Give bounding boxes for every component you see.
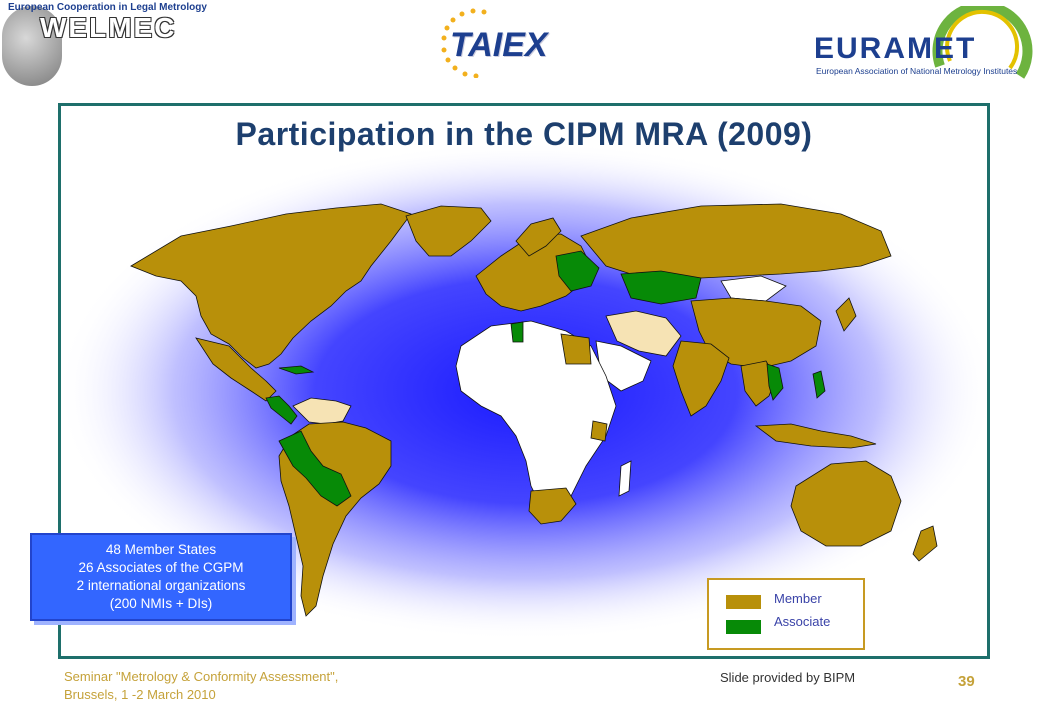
region-philippines <box>812 370 826 399</box>
euramet-arc-icon <box>932 6 1033 79</box>
taiex-logo: TAIEX <box>430 8 550 78</box>
page-number: 39 <box>958 673 975 690</box>
summary-line-member-states: 48 Member States <box>105 542 217 557</box>
taiex-wordmark: TAIEX <box>450 26 548 64</box>
legend-swatch-member <box>726 595 761 609</box>
euramet-wordmark: EURAMET <box>814 32 977 65</box>
slide-title: Participation in the CIPM MRA (2009) <box>235 116 813 152</box>
region-kenya <box>590 420 608 442</box>
region-vietnam-associate <box>766 363 784 401</box>
legend-swatch-associate <box>726 620 761 634</box>
world-map <box>61 141 987 641</box>
region-caribbean <box>278 365 315 375</box>
taiex-stars-icon <box>441 8 487 78</box>
summary-box: 48 Member States 26 Associates of the CG… <box>30 533 292 621</box>
welmec-emblem-icon <box>2 6 62 86</box>
region-mongolia <box>720 275 787 302</box>
region-kazakhstan <box>620 270 702 305</box>
euramet-subtitle: European Association of National Metrolo… <box>816 66 1018 76</box>
welmec-logo: European Cooperation in Legal Metrology … <box>0 0 215 92</box>
region-greenland <box>405 205 492 257</box>
region-andean-associates <box>278 430 352 507</box>
region-india <box>672 340 730 417</box>
map-legend: Member Associate <box>707 578 865 650</box>
region-scandinavia <box>515 217 562 257</box>
seminar-footer: Seminar "Metrology & Conformity Assessme… <box>64 668 338 704</box>
region-central-america-associates <box>265 395 298 425</box>
region-north-america <box>130 203 412 369</box>
region-new-zealand <box>912 525 938 562</box>
region-mexico <box>195 337 277 402</box>
seminar-line-2: Brussels, 1 -2 March 2010 <box>64 687 216 702</box>
summary-line-organizations: 2 international organizations <box>76 578 246 593</box>
region-egypt <box>560 333 592 365</box>
region-madagascar <box>618 460 632 497</box>
legend-label-associate: Associate <box>774 614 831 629</box>
region-middle-east <box>605 310 682 357</box>
welmec-wordmark: WELMEC <box>40 12 177 43</box>
region-southeast-asia <box>740 360 777 407</box>
region-australia <box>790 460 902 547</box>
slide-credit: Slide provided by BIPM <box>720 670 856 685</box>
region-tunisia <box>510 321 524 343</box>
region-japan <box>835 297 857 332</box>
region-east-europe-associates <box>555 250 600 292</box>
seminar-line-1: Seminar "Metrology & Conformity Assessme… <box>64 669 339 684</box>
region-indonesia <box>754 423 877 449</box>
legend-label-member: Member <box>774 591 822 606</box>
region-south-africa <box>528 487 577 525</box>
euramet-logo: EURAMET European Association of National… <box>810 6 1035 96</box>
summary-line-nmis: (200 NMIs + DIs) <box>109 596 213 611</box>
region-venezuela-colombia <box>292 397 352 425</box>
summary-line-associates: 26 Associates of the CGPM <box>78 560 244 575</box>
welmec-tagline: European Cooperation in Legal Metrology <box>8 2 207 13</box>
